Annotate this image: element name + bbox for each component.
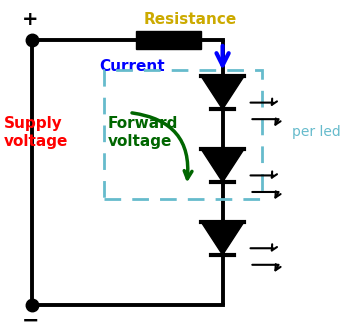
Text: per led: per led [292, 125, 340, 139]
Text: +: + [22, 10, 38, 29]
Polygon shape [201, 222, 244, 255]
Text: Supply
voltage: Supply voltage [4, 116, 68, 149]
Text: −: − [22, 311, 39, 331]
Text: Forward
voltage: Forward voltage [108, 116, 178, 149]
Text: Resistance: Resistance [144, 12, 237, 27]
Text: Current: Current [99, 59, 165, 74]
Polygon shape [201, 149, 244, 182]
Bar [136, 30, 201, 49]
FancyArrowPatch shape [132, 113, 192, 179]
Polygon shape [201, 76, 244, 109]
